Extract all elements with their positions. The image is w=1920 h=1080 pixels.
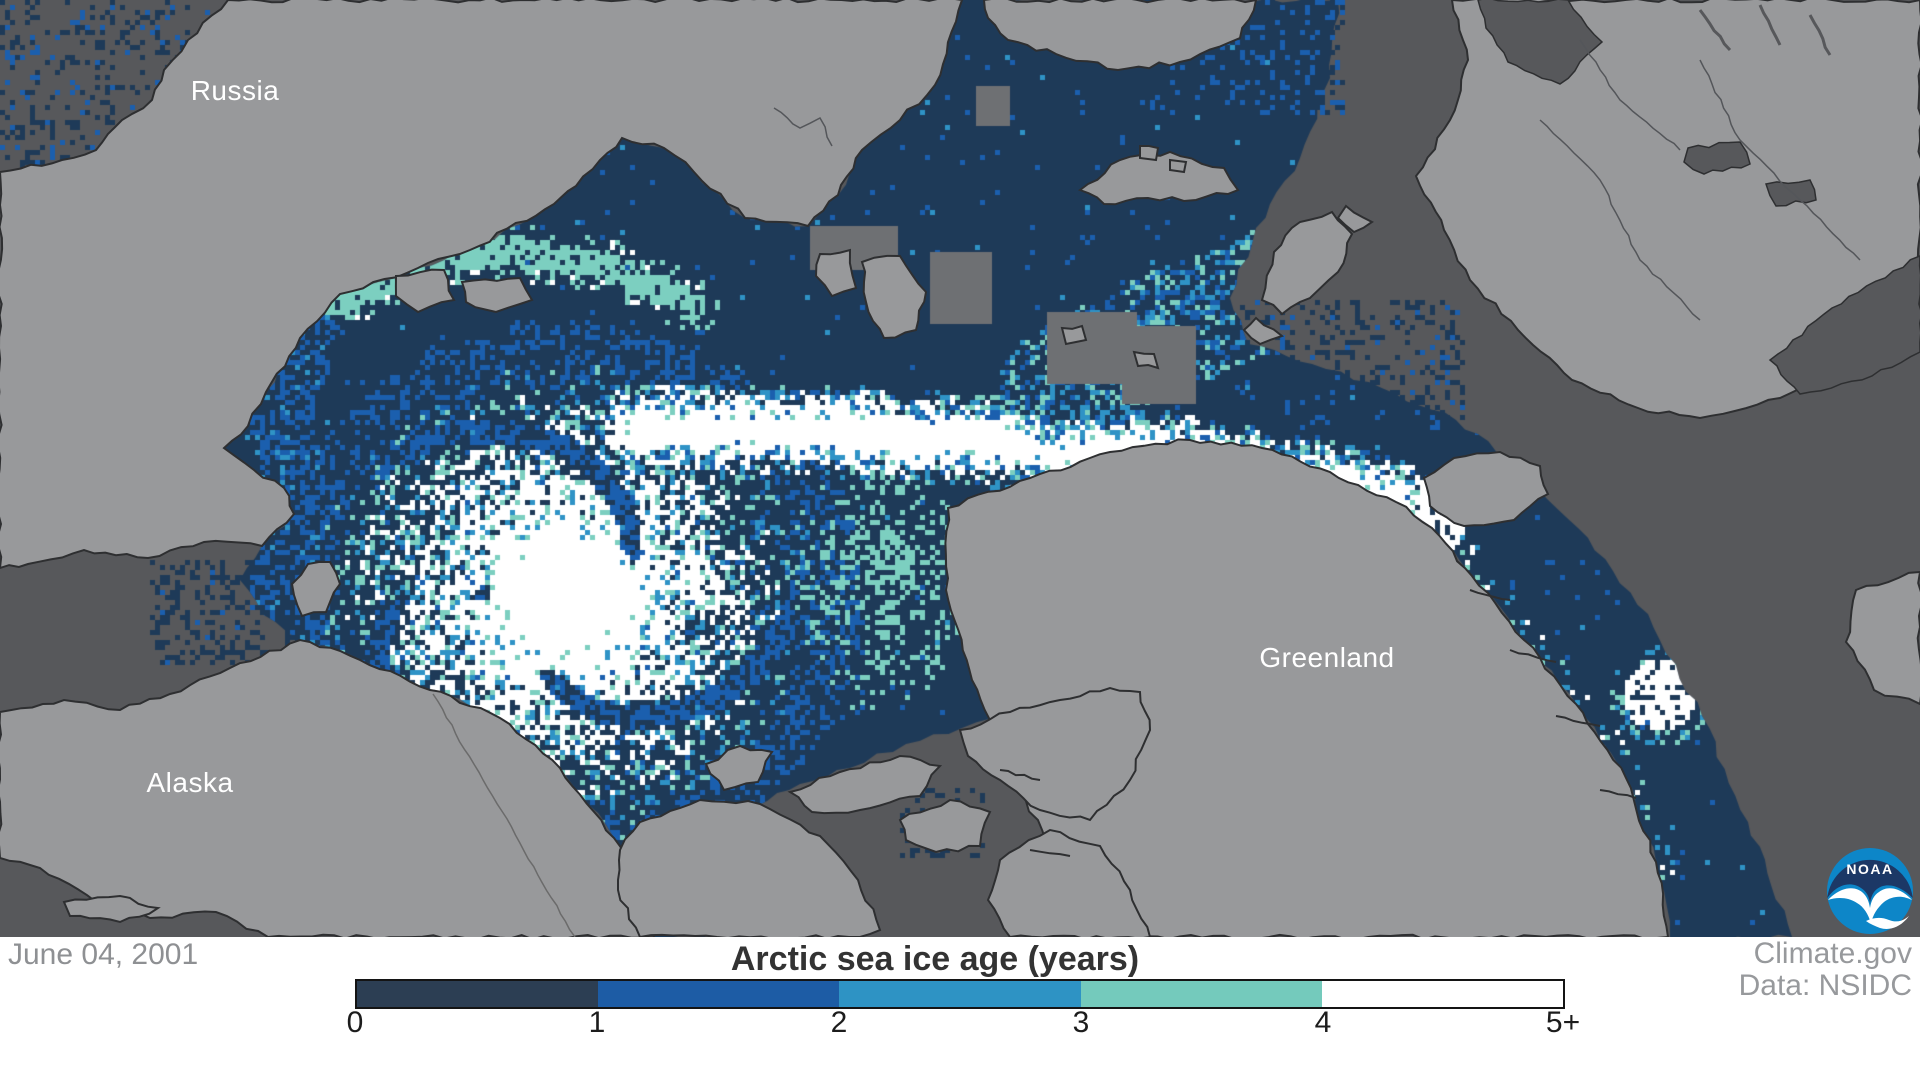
legend-segment-3 [1080,981,1322,1007]
fjord-greenland-4 [1599,789,1637,799]
land-svalbard-3 [1336,204,1374,234]
legend-tick-3: 3 [1072,1006,1090,1039]
land-russia [0,0,964,570]
noaa-logo-text: NOAA [1846,861,1893,877]
date-label: June 04, 2001 [8,938,199,971]
fjord-scand-2 [1758,4,1782,46]
land-europe-edge [1844,570,1920,706]
footer-bar: June 04, 2001 Arctic sea ice age (years)… [0,937,1920,1080]
legend-tick-0: 0 [346,1006,364,1039]
legend-segment-2 [839,981,1081,1007]
land-overlay-svg [0,0,1920,937]
water-white-sea [1477,0,1604,85]
water-baltic [1768,255,1920,395]
land-baffin [986,828,1152,937]
fjord-greenland-3 [1555,715,1601,727]
noaa-gull-tail [1866,916,1909,929]
fjord-taymyr [773,107,833,147]
land-severnaya-1 [814,248,858,298]
land-alaska [0,638,656,937]
land-iceland [1422,450,1550,528]
river-2 [1699,59,1861,261]
water-lake-1 [1683,141,1751,175]
land-melville [787,754,943,815]
land-banks-victoria [617,798,882,937]
land-islet-2 [1132,350,1160,370]
legend-segment-1 [598,981,840,1007]
land-fjl-islet-2 [1169,158,1188,174]
legend-tick-2: 2 [830,1006,848,1039]
land-ellesmere [958,686,1152,822]
water-lake-2 [1765,179,1817,207]
legend-tick-4: 4 [1314,1006,1332,1039]
land-fjl-islet-1 [1139,145,1160,162]
fjord-scand-1 [1698,9,1732,52]
credit-climate-gov: Climate.gov [1753,937,1912,970]
land-wrangel [290,561,342,618]
land-greenland [944,438,1670,937]
land-svalbard-2 [1242,316,1285,346]
land-new-siberian-2 [460,276,534,314]
land-islet-1 [1060,324,1088,346]
credits: Climate.gov Data: NSIDC [1739,938,1912,1002]
legend-segment-4 [1321,981,1564,1007]
land-prince-patrick [704,744,774,792]
map-label-alaska: Alaska [146,767,234,798]
fjord-greenland-5 [999,769,1041,781]
land-devon [898,798,992,854]
map-label-russia: Russia [190,75,280,106]
arctic-map: Russia Alaska Greenland NOAA [0,0,1920,937]
fjord-greenland-2 [1509,649,1557,663]
legend-title: Arctic sea ice age (years) [730,940,1140,978]
credit-data-nsidc: Data: NSIDC [1738,969,1912,1002]
land-st-lawrence [62,894,161,924]
land-novaya-zemlya [1077,150,1240,206]
legend-tick-1: 1 [588,1006,606,1039]
fjord-greenland-6 [1029,849,1071,857]
river-1 [1539,119,1701,321]
river-3 [1579,39,1681,151]
land-severnaya-2 [860,254,928,340]
land-fjl-top [982,0,1258,72]
noaa-logo: NOAA [1827,848,1913,934]
noaa-logo-sky [1827,859,1913,903]
fjord-scand-3 [1808,14,1832,56]
legend-tick-5: 5+ [1545,1006,1581,1039]
legend-colorbar [355,979,1565,1009]
map-label-greenland: Greenland [1259,642,1395,673]
fjord-greenland-1 [1469,589,1511,601]
legend-segment-0 [357,981,599,1007]
land-svalbard-1 [1260,210,1354,316]
noaa-gull-icon [1828,888,1912,923]
border-alaska [432,693,576,937]
land-new-siberian-1 [394,268,456,314]
